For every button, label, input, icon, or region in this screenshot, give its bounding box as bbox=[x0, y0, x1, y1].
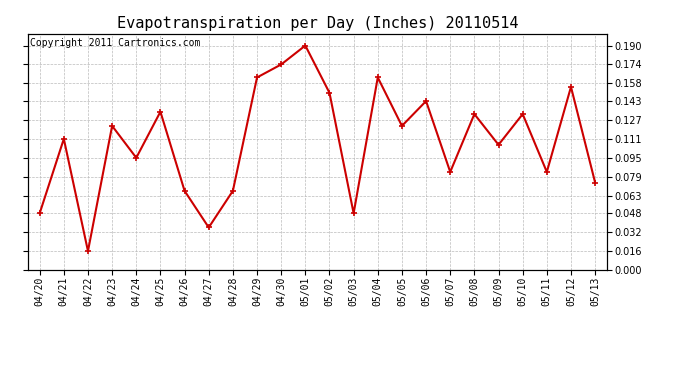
Title: Evapotranspiration per Day (Inches) 20110514: Evapotranspiration per Day (Inches) 2011… bbox=[117, 16, 518, 31]
Text: Copyright 2011 Cartronics.com: Copyright 2011 Cartronics.com bbox=[30, 39, 201, 48]
